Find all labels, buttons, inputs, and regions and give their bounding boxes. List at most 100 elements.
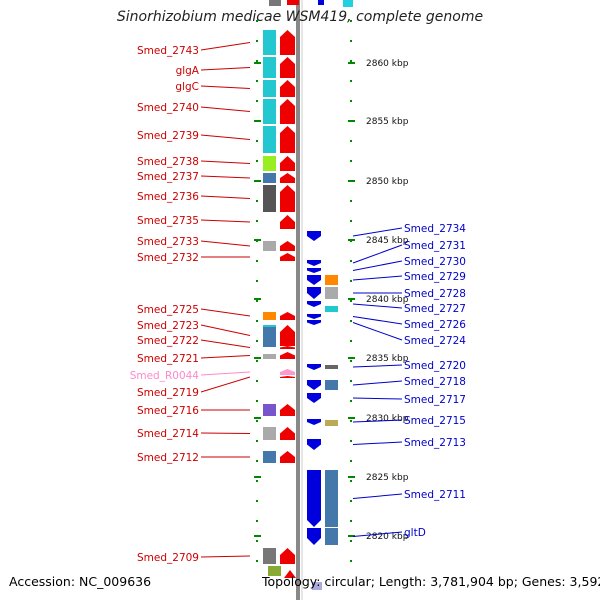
gene-label-smed-2711[interactable]: Smed_2711 <box>404 489 466 501</box>
ladder-dot <box>256 300 258 302</box>
cog-block-smed-2740[interactable] <box>263 99 276 124</box>
gene-arrow-smed-r0044[interactable] <box>280 369 295 375</box>
gene-label-smed-2724[interactable]: Smed_2724 <box>404 335 466 347</box>
gene-arrow-smed-2712[interactable] <box>280 451 295 463</box>
gene-arrow-smed-2737[interactable] <box>280 173 295 183</box>
cog-block-gltd[interactable] <box>325 528 338 545</box>
gene-arrow-smed-2734[interactable] <box>307 231 321 241</box>
gene-label-smed-2743[interactable]: Smed_2743 <box>137 45 199 57</box>
gene-arrow-smed-2735[interactable] <box>280 215 295 229</box>
cog-block-smed-2737[interactable] <box>263 173 276 183</box>
cog-block-smed-2716[interactable] <box>263 404 276 416</box>
cog-block-glgc[interactable] <box>263 80 276 97</box>
gene-arrow-smed-2736[interactable] <box>280 185 295 212</box>
gene-label-smed-2723[interactable]: Smed_2723 <box>137 320 199 332</box>
cog-block-smed-2738[interactable] <box>263 156 276 171</box>
gene-arrow-smed-2717[interactable] <box>307 393 321 403</box>
gene-label-smed-2738[interactable]: Smed_2738 <box>137 156 199 168</box>
gene-label-smed-2740[interactable]: Smed_2740 <box>137 102 199 114</box>
gene-label-smed-2731[interactable]: Smed_2731 <box>404 240 466 252</box>
gene-label-smed-2720[interactable]: Smed_2720 <box>404 360 466 372</box>
gene-arrow-smed-2729[interactable] <box>307 275 321 285</box>
gene-arrow-smed-2719[interactable] <box>280 376 295 378</box>
gene-label-smed-2728[interactable]: Smed_2728 <box>404 288 466 300</box>
cog-block-smed-2718[interactable] <box>325 380 338 390</box>
gene-label-smed-2739[interactable]: Smed_2739 <box>137 130 199 142</box>
gene-label-smed-2735[interactable]: Smed_2735 <box>137 215 199 227</box>
gene-label-smed-r0044[interactable]: Smed_R0044 <box>130 370 200 382</box>
gene-label-smed-2717[interactable]: Smed_2717 <box>404 394 466 406</box>
gene-arrow-smed-2724[interactable] <box>307 320 321 325</box>
cog-block-smed-2736[interactable] <box>263 185 276 212</box>
cog-block-smed-2715[interactable] <box>325 420 338 426</box>
gene-arrow-smed-2725[interactable] <box>280 312 295 320</box>
gene-arrow-smed-2715[interactable] <box>307 419 321 425</box>
gene-arrow-smed-2709[interactable] <box>280 548 295 564</box>
gene-arrow-gltd[interactable] <box>307 528 321 545</box>
gene-label-smed-2722[interactable]: Smed_2722 <box>137 335 199 347</box>
cog-block-smed-2725[interactable] <box>263 312 276 320</box>
gene-label-smed-2730[interactable]: Smed_2730 <box>404 256 466 268</box>
cog-block-smed-2714[interactable] <box>263 427 276 440</box>
cog-block-smed-2739[interactable] <box>263 126 276 153</box>
gene-arrow-smed-2722[interactable] <box>280 346 295 349</box>
gene-arrow-glgc[interactable] <box>280 80 295 97</box>
gene-label-smed-2715[interactable]: Smed_2715 <box>404 415 466 427</box>
gene-label-smed-2716[interactable]: Smed_2716 <box>137 405 199 417</box>
gene-label-smed-2729[interactable]: Smed_2729 <box>404 271 466 283</box>
gene-arrow-smed-2728[interactable] <box>307 287 321 299</box>
gene-arrow-smed-2720[interactable] <box>307 364 321 370</box>
cog-block-smed-2743[interactable] <box>263 30 276 55</box>
gene-label-smed-2727[interactable]: Smed_2727 <box>404 303 466 315</box>
gene-label-smed-2713[interactable]: Smed_2713 <box>404 437 466 449</box>
cog-block-smed-2729[interactable] <box>325 275 338 285</box>
gene-arrow-smed-2733[interactable] <box>280 241 295 251</box>
cog-block-smed-2709[interactable] <box>263 548 276 564</box>
gene-arrow-smed-2723[interactable] <box>280 325 295 346</box>
cog-block-smed-2733[interactable] <box>263 241 276 251</box>
cog-block-smed-2712[interactable] <box>263 451 276 463</box>
gene-arrow-smed-2743[interactable] <box>280 30 295 55</box>
gene-arrow-smed-2738[interactable] <box>280 156 295 171</box>
gene-arrow-smed-2718[interactable] <box>307 380 321 390</box>
gene-arrow-smed-2713[interactable] <box>307 439 321 450</box>
gene-label-smed-2719[interactable]: Smed_2719 <box>137 387 199 399</box>
gene-label-smed-2736[interactable]: Smed_2736 <box>137 191 199 203</box>
gene-label-smed-2732[interactable]: Smed_2732 <box>137 252 199 264</box>
gene-label-glga[interactable]: glgA <box>176 65 200 77</box>
gene-label-smed-2712[interactable]: Smed_2712 <box>137 452 199 464</box>
gene-label-smed-2721[interactable]: Smed_2721 <box>137 353 199 365</box>
gene-label-smed-2714[interactable]: Smed_2714 <box>137 428 199 440</box>
cog-block-smed-2720[interactable] <box>325 365 338 369</box>
gene-label-smed-2737[interactable]: Smed_2737 <box>137 171 199 183</box>
gene-arrow-smed-2714[interactable] <box>280 427 295 440</box>
axis-tick-label: 2850 kbp <box>366 177 409 187</box>
gene-arrow-smed-2721[interactable] <box>280 352 295 359</box>
gene-arrow-smed-2726[interactable] <box>307 314 321 319</box>
cog-block-smed-2721[interactable] <box>263 354 276 359</box>
cog-block-smed-2711[interactable] <box>325 470 338 527</box>
gene-arrow-smed-2740[interactable] <box>280 99 295 124</box>
gene-arrow-smed-2727[interactable] <box>307 301 321 307</box>
gene-label-smed-2726[interactable]: Smed_2726 <box>404 319 466 331</box>
gene-label-smed-2733[interactable]: Smed_2733 <box>137 236 199 248</box>
gene-arrow-smed-2716[interactable] <box>280 404 295 416</box>
cog-block-glga[interactable] <box>263 57 276 78</box>
gene-arrow-smed-2711[interactable] <box>307 470 321 527</box>
gene-arrow-smed-2739[interactable] <box>280 126 295 153</box>
gene-arrow-smed-2730[interactable] <box>307 268 321 273</box>
cog-block-smed-2727[interactable] <box>325 306 338 312</box>
gene-label-smed-2718[interactable]: Smed_2718 <box>404 376 466 388</box>
gene-arrow-glga[interactable] <box>280 57 295 78</box>
cog-block-smed-2722[interactable] <box>263 327 276 347</box>
gene-label-smed-2709[interactable]: Smed_2709 <box>137 552 199 564</box>
cog-block-smed-2728[interactable] <box>325 287 338 299</box>
gene-arrow-smed-2731[interactable] <box>307 260 321 266</box>
gene-label-smed-2725[interactable]: Smed_2725 <box>137 304 199 316</box>
gene-label-gltd[interactable]: gltD <box>404 527 426 539</box>
ladder-dot <box>350 500 352 502</box>
gene-label-glgc[interactable]: glgC <box>175 81 199 93</box>
gene-arrow-smed-2732[interactable] <box>280 253 295 261</box>
gene-label-smed-2734[interactable]: Smed_2734 <box>404 223 466 235</box>
axis-tick <box>348 239 355 241</box>
